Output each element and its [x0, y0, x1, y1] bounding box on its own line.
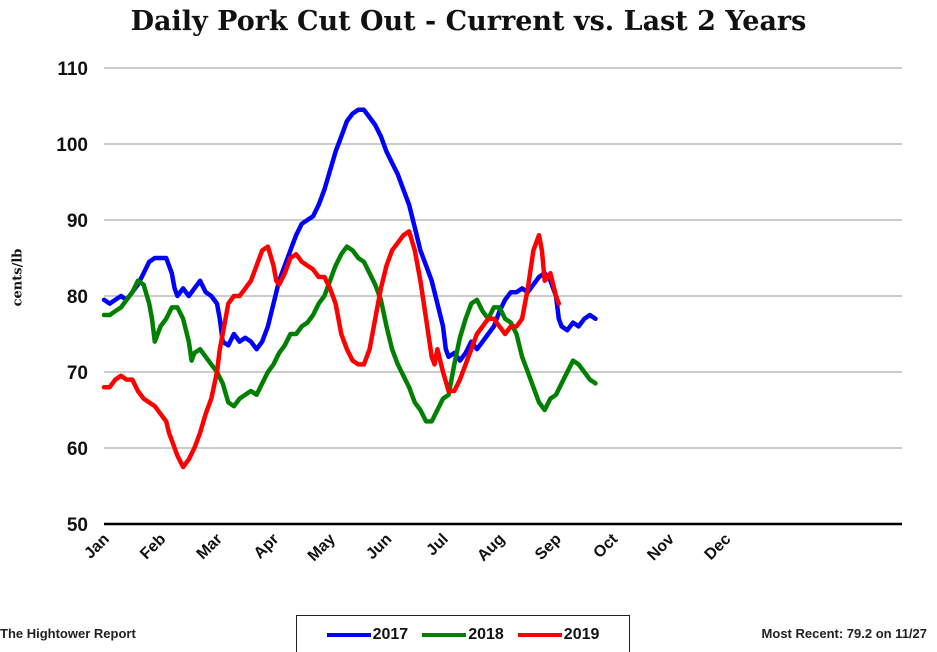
x-tick-aug: Aug [474, 531, 508, 565]
x-tick-nov: Nov [644, 531, 677, 564]
legend-item-2017: 2017 [326, 626, 409, 644]
x-tick-sep: Sep [532, 531, 565, 564]
legend-swatch-2018 [422, 633, 467, 637]
x-tick-jun: Jun [363, 531, 395, 563]
most-recent-label: Most Recent: 79.2 on 11/27 [761, 626, 927, 641]
series-lines [101, 107, 598, 470]
y-tick-60: 60 [67, 439, 88, 460]
legend-label-2017: 2017 [372, 626, 409, 643]
x-tick-apr: Apr [251, 531, 283, 563]
x-tick-dec: Dec [702, 531, 735, 564]
series-line-2019 [101, 229, 562, 470]
legend-label-2019: 2019 [563, 626, 600, 643]
x-tick-jul: Jul [423, 531, 451, 559]
legend-swatch-2019 [517, 633, 562, 637]
series-line-2018 [101, 244, 598, 424]
y-tick-70: 70 [67, 363, 88, 384]
legend: 2017 2018 2019 [296, 615, 630, 652]
x-tick-feb: Feb [137, 531, 169, 563]
source-label: The Hightower Report [0, 626, 136, 641]
y-tick-labels: 50 60 70 80 90 100 110 [56, 59, 88, 536]
legend-label-2018: 2018 [468, 626, 504, 643]
x-tick-oct: Oct [590, 530, 621, 561]
grid-lines [104, 67, 902, 526]
y-tick-50: 50 [67, 515, 88, 536]
x-tick-may: May [305, 531, 339, 565]
x-tick-labels: Jan Feb Mar Apr May Jun Jul Aug Sep Oct Nov Dec [81, 530, 734, 565]
chart-title: Daily Pork Cut Out - Current vs. Last 2 … [130, 6, 807, 37]
x-tick-mar: Mar [194, 531, 226, 563]
y-tick-80: 80 [67, 287, 88, 308]
legend-item-2018: 2018 [422, 626, 504, 644]
legend-swatch-2017 [326, 633, 371, 637]
series-line-2017 [101, 107, 598, 363]
y-tick-100: 100 [56, 135, 88, 156]
y-tick-90: 90 [67, 211, 88, 232]
y-tick-110: 110 [57, 59, 88, 80]
legend-item-2019: 2019 [517, 626, 600, 644]
